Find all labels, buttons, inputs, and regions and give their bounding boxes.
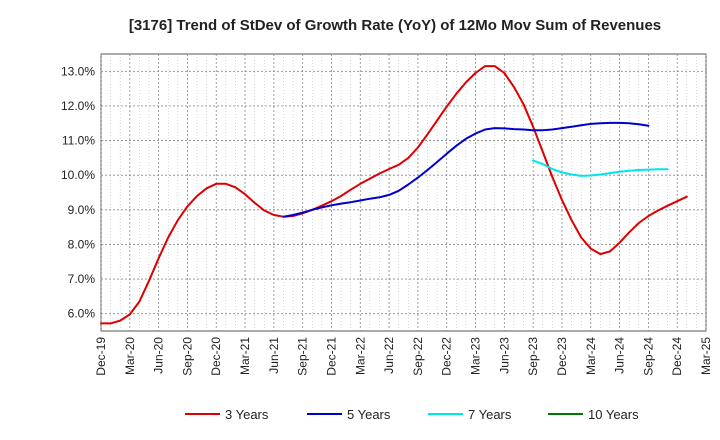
x-tick-label: Mar-24 [584, 337, 598, 375]
x-tick-label: Dec-23 [555, 337, 569, 376]
x-tick-label: Dec-19 [94, 337, 108, 376]
y-tick-label: 13.0% [61, 64, 95, 78]
x-tick-label: Sep-22 [411, 337, 425, 376]
x-tick-label: Dec-20 [209, 337, 223, 376]
x-tick-label: Dec-22 [440, 337, 454, 376]
x-tick-label: Jun-23 [497, 337, 511, 374]
axis-layer: 6.0% 7.0% 8.0% 9.0% 10.0% 11.0% 12.0% 13.0% Dec-… [61, 64, 713, 375]
y-tick-label: 12.0% [61, 99, 95, 113]
series-line-7-years [532, 159, 669, 177]
series-layer [100, 65, 688, 325]
grid-layer [100, 53, 707, 332]
x-tick-label: Jun-21 [267, 337, 281, 374]
legend-label: 3 Years [225, 407, 269, 422]
legend: 3 Years 5 Years 7 Years 10 Years [185, 407, 639, 422]
y-tick-label: 6.0% [68, 307, 96, 321]
x-tick-label: Mar-22 [353, 337, 367, 375]
x-tick-label: Sep-23 [526, 337, 540, 376]
x-tick-label: Dec-21 [324, 337, 338, 376]
x-tick-label: Sep-24 [641, 337, 655, 376]
x-tick-label: Jun-20 [152, 337, 166, 374]
y-tick-label: 11.0% [62, 134, 95, 148]
y-tick-label: 8.0% [68, 237, 96, 251]
y-tick-label: 7.0% [68, 272, 96, 286]
x-tick-label: Mar-25 [699, 337, 713, 375]
chart-title: [3176] Trend of StDev of Growth Rate (Yo… [129, 17, 661, 34]
x-tick-label: Sep-20 [180, 337, 194, 376]
y-tick-label: 10.0% [61, 168, 95, 182]
x-tick-label: Jun-22 [382, 337, 396, 374]
x-tick-label: Mar-21 [238, 337, 252, 375]
legend-label: 10 Years [588, 407, 639, 422]
legend-label: 7 Years [468, 407, 512, 422]
x-tick-label: Dec-24 [670, 337, 684, 376]
series-line-5-years [282, 121, 650, 218]
y-tick-label: 9.0% [68, 203, 96, 217]
legend-label: 5 Years [347, 407, 391, 422]
x-tick-label: Sep-21 [296, 337, 310, 376]
x-tick-label: Mar-23 [469, 337, 483, 375]
x-tick-label: Mar-20 [123, 337, 137, 375]
series-line-3-years [100, 65, 688, 325]
plot-frame [100, 53, 707, 332]
x-tick-label: Jun-24 [613, 337, 627, 374]
